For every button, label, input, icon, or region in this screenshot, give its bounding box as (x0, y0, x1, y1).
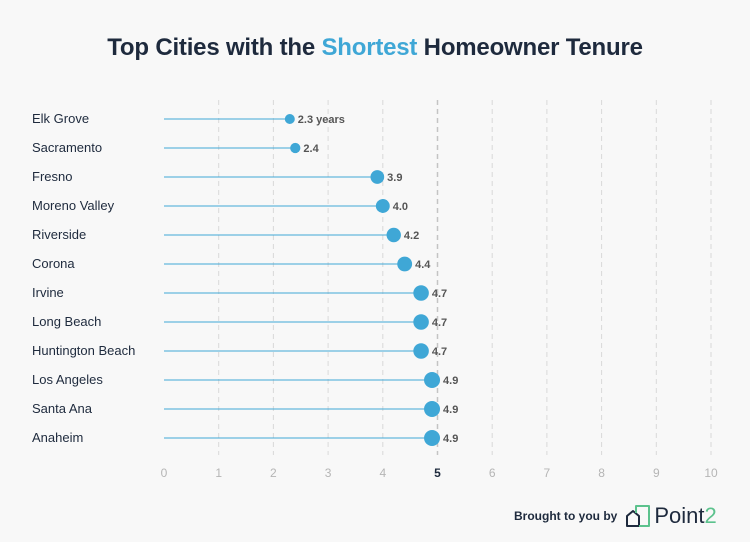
x-tick-label: 3 (325, 466, 332, 480)
value-label: 2.4 (303, 143, 319, 155)
category-label: Corona (32, 256, 75, 271)
lollipop-dot (375, 199, 390, 213)
x-tick-label: 10 (704, 466, 718, 480)
x-tick-label: 5 (434, 466, 441, 480)
brand-accent: 2 (704, 503, 717, 528)
category-label: Huntington Beach (32, 343, 135, 358)
x-tick-label: 6 (489, 466, 496, 480)
category-label: Long Beach (32, 314, 101, 329)
value-label: 4.9 (443, 404, 458, 416)
x-tick-label: 8 (598, 466, 605, 480)
value-label: 3.9 (387, 172, 402, 184)
category-label: Sacramento (32, 140, 102, 155)
value-label: 2.3 years (298, 114, 345, 126)
brand-main: Point (654, 503, 705, 528)
category-label: Fresno (32, 169, 72, 184)
lollipop-dot (386, 227, 401, 243)
category-label: Los Angeles (32, 372, 103, 387)
lollipop-dot (413, 314, 429, 330)
category-label: Elk Grove (32, 111, 89, 126)
point2-logo: Point2 (625, 503, 717, 529)
chart-title: Top Cities with the Shortest Homeowner T… (0, 34, 750, 62)
lollipop-dot (424, 372, 441, 388)
brand-name: Point2 (654, 503, 716, 529)
title-part1: Top Cities with the (107, 34, 322, 61)
lollipop-dot (413, 285, 429, 301)
x-tick-label: 1 (215, 466, 222, 480)
value-label: 4.7 (432, 288, 447, 300)
category-label: Anaheim (32, 430, 83, 445)
lollipop-dot (413, 343, 429, 359)
house-icon (626, 505, 651, 527)
title-part2: Homeowner Tenure (417, 34, 643, 61)
lollipop-dot (290, 142, 301, 154)
brought-by-text: Brought to you by (514, 509, 618, 523)
x-tick-label: 0 (161, 466, 168, 480)
category-label: Santa Ana (32, 401, 93, 416)
lollipop-dot (424, 401, 441, 417)
category-label: Riverside (32, 227, 86, 242)
x-tick-label: 2 (270, 466, 277, 480)
category-label: Moreno Valley (32, 198, 115, 213)
title-highlight: Shortest (321, 34, 418, 61)
value-label: 4.9 (443, 433, 458, 445)
x-tick-label: 9 (653, 466, 660, 480)
value-label: 4.4 (415, 259, 431, 271)
lollipop-dot (424, 430, 441, 446)
x-tick-label: 7 (544, 466, 551, 480)
value-label: 4.9 (443, 375, 458, 387)
x-tick-label: 4 (379, 466, 386, 480)
lollipop-dot (284, 114, 295, 124)
lollipop-dot (370, 170, 385, 184)
value-label: 4.7 (432, 346, 447, 358)
lollipop-dot (397, 256, 413, 272)
value-label: 4.0 (393, 201, 408, 213)
category-label: Irvine (32, 285, 64, 300)
value-label: 4.7 (432, 317, 447, 329)
footer: Brought to you by Point2 (514, 503, 717, 529)
value-label: 4.2 (404, 230, 419, 242)
